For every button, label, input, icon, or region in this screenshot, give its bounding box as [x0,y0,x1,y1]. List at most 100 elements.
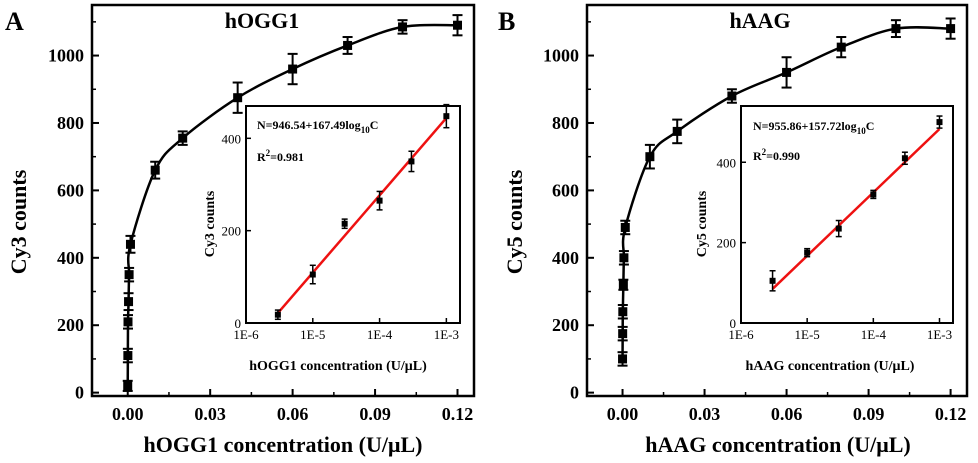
panel-a-inset-x-tick-label: 1E-5 [300,327,325,342]
panel-a-inset-x-axis-title: hOGG1 concentration (U/μL) [249,359,427,374]
panel-a-inset-y-tick-label: 200 [222,224,242,239]
panel-a-inset-data-point [408,158,415,165]
panel-b-data-point [618,307,628,317]
panel-b-inset-x-tick-label: 1E-5 [795,327,820,342]
panel-a-data-point [123,381,133,391]
panel-b-data-point [946,24,956,34]
panel-b-data-point [782,67,792,77]
panel-a-main-plot: 0.00 0.03 0.06 0.09 0.12 0 200 400 600 800 1000 [48,3,476,424]
panel-a-inset-r-squared: R2=0.981 [257,148,304,164]
panel-a-data-point [343,40,353,50]
panel-b-y-tick-label: 1000 [543,46,579,66]
panel-b-inset-r-squared: R2=0.990 [753,147,800,163]
panel-b-inset-data-point [769,277,776,284]
panel-b-title: hAAG [729,8,790,33]
panel-b-data-point [620,222,630,232]
panel-b-data-point [672,126,682,136]
panel-a-inset-fit-line [276,117,448,314]
panel-a-y-tick-label: 400 [57,248,84,268]
panel-a-data-point [150,165,160,175]
panel-a-data-point [178,133,188,143]
panel-b-inset-equation: N=955.86+157.72log10C [753,119,874,136]
panel-a-inset-x-tick-label: 1E-6 [233,327,259,342]
panel-b-x-tick-label: 0.03 [689,404,721,424]
panel-a-inset-equation: N=946.54+167.49log10C [257,118,378,135]
panel-a-letter: A [5,7,24,36]
panel-b-inset-x-tick-label: 1E-6 [728,327,754,342]
panel-b: B hAAG hAAG concentration (U/μL) Cy5 cou… [498,3,969,457]
panel-b-y-tick-label: 400 [552,248,579,268]
panel-b-inset-data-point [835,225,842,232]
panel-a-y-tick-label: 200 [57,315,84,335]
panel-a-y-axis-title: Cy3 counts [6,169,31,274]
panel-b-inset-fit-line [771,128,941,290]
panel-b-inset-data-point [901,155,908,162]
panel-b-data-point [891,24,901,34]
panel-b-data-point [618,329,628,339]
panel-a-y-tick-label: 0 [75,383,84,403]
panel-b-main-plot: 0.00 0.03 0.06 0.09 0.12 0 200 400 600 800 1000 [543,3,969,424]
panel-b-x-tick-label: 0.06 [771,404,803,424]
panel-a-x-tick-label: 0.00 [112,404,144,424]
panel-b-y-tick-label: 600 [552,180,579,200]
panel-a-data-point [233,93,243,103]
panel-a-data-point [288,64,298,74]
panel-a-y-tick-label: 1000 [48,46,84,66]
panel-b-y-axis-title: Cy5 counts [502,169,527,274]
panel-b-data-point [618,280,628,290]
panel-a-data-point [123,317,133,327]
panel-a: A hOGG1 hOGG1 concentration (U/μL) Cy3 c… [5,3,476,457]
panel-b-plot-frame [585,3,969,398]
panel-a-x-tick-label: 0.12 [442,404,474,424]
panel-a-data-point [124,297,134,307]
panel-b-x-axis-title: hAAG concentration (U/μL) [645,432,910,457]
panel-a-data-point [123,351,133,361]
panel-a-y-tick-label: 600 [57,180,84,200]
panel-a-y-tick-label: 800 [57,113,84,133]
panel-a-inset-data-point [274,311,281,318]
panel-a-inset-data-point [376,197,383,204]
panel-b-y-tick-label: 200 [552,315,579,335]
panel-a-inset-y-tick-label: 400 [222,131,242,146]
panel-a-inset-x-tick-label: 1E-4 [367,327,393,342]
panel-b-inset-x-axis-title: hAAG concentration (U/μL) [746,359,915,374]
panel-b-data-point [727,91,737,101]
panel-b-x-tick-label: 0.12 [935,404,967,424]
panel-b-data-point [618,354,628,364]
panel-a-inset-data-point [341,220,348,227]
panel-a-title: hOGG1 [225,8,300,33]
panel-b-inset-y-tick-label: 200 [717,236,737,251]
panel-a-x-tick-label: 0.06 [277,404,309,424]
panel-b-inset-plot: hAAG concentration (U/μL) Cy5 counts N=9… [695,105,954,374]
panel-b-data-point [836,42,846,52]
panel-a-data-point [398,22,408,32]
panel-b-y-tick-label: 800 [552,113,579,133]
panel-a-x-axis-title: hOGG1 concentration (U/μL) [144,432,423,457]
panel-b-inset-x-tick-label: 1E-4 [861,327,887,342]
panel-b-letter: B [498,7,515,36]
panel-a-data-point [125,239,135,249]
panel-a-inset-x-tick-label: 1E-3 [434,327,459,342]
panel-b-y-tick-label: 0 [570,383,579,403]
panel-b-x-tick-label: 0.09 [853,404,885,424]
panel-b-inset-y-axis-title: Cy5 counts [695,190,710,257]
panel-b-data-point [619,253,629,263]
panel-a-plot-frame [90,3,476,398]
panel-a-inset-data-point [443,113,450,120]
panel-b-inset-y-tick-label: 400 [717,155,737,170]
panel-b-inset-data-point [804,249,811,256]
panel-a-inset-plot: hOGG1 concentration (U/μL) Cy3 counts N=… [203,103,461,374]
panel-b-inset-x-tick-label: 1E-3 [927,327,952,342]
panel-b-data-point [645,152,655,162]
panel-a-data-point [124,270,134,280]
panel-a-x-tick-label: 0.03 [194,404,226,424]
panel-a-inset-data-point [309,271,316,278]
panel-a-data-point [453,20,463,30]
panel-a-inset-y-axis-title: Cy3 counts [203,190,218,257]
panel-b-inset-data-point [936,119,943,126]
panel-a-inset-y-tick-label: 0 [235,316,242,331]
panel-a-x-tick-label: 0.09 [359,404,391,424]
panel-b-x-tick-label: 0.00 [607,404,639,424]
panel-b-inset-data-point [870,191,877,198]
